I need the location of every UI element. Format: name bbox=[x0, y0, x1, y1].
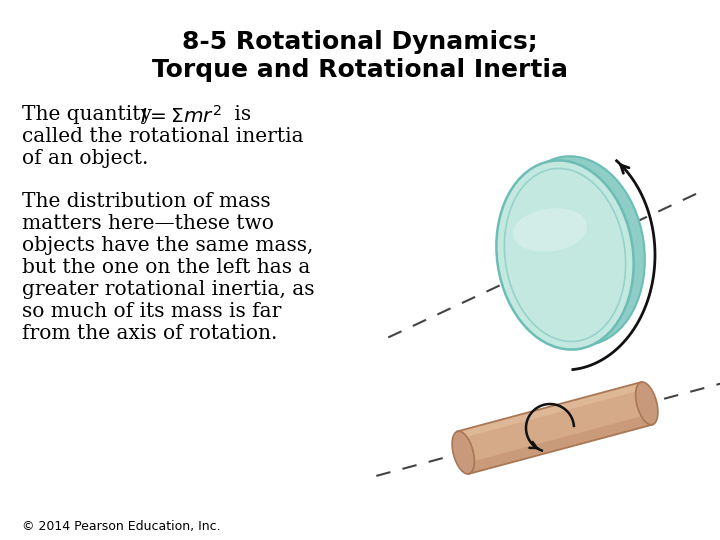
Text: is: is bbox=[228, 105, 251, 124]
Text: so much of its mass is far: so much of its mass is far bbox=[22, 302, 282, 321]
Text: greater rotational inertia, as: greater rotational inertia, as bbox=[22, 280, 315, 299]
Text: of an object.: of an object. bbox=[22, 149, 148, 168]
Ellipse shape bbox=[452, 431, 474, 474]
Ellipse shape bbox=[508, 156, 645, 346]
Text: 8-5 Rotational Dynamics;: 8-5 Rotational Dynamics; bbox=[182, 30, 538, 54]
Text: Torque and Rotational Inertia: Torque and Rotational Inertia bbox=[152, 58, 568, 82]
Text: matters here—these two: matters here—these two bbox=[22, 214, 274, 233]
Text: The distribution of mass: The distribution of mass bbox=[22, 192, 271, 211]
Text: objects have the same mass,: objects have the same mass, bbox=[22, 236, 313, 255]
Polygon shape bbox=[457, 382, 652, 474]
Text: called the rotational inertia: called the rotational inertia bbox=[22, 127, 304, 146]
Ellipse shape bbox=[496, 160, 634, 349]
Text: from the axis of rotation.: from the axis of rotation. bbox=[22, 324, 277, 343]
Text: but the one on the left has a: but the one on the left has a bbox=[22, 258, 310, 277]
Polygon shape bbox=[457, 382, 643, 439]
Text: The quantity: The quantity bbox=[22, 105, 158, 124]
Ellipse shape bbox=[636, 382, 658, 425]
Text: © 2014 Pearson Education, Inc.: © 2014 Pearson Education, Inc. bbox=[22, 520, 220, 533]
Text: $I = \Sigma mr^2$: $I = \Sigma mr^2$ bbox=[140, 105, 222, 127]
Ellipse shape bbox=[513, 208, 587, 252]
Polygon shape bbox=[466, 414, 652, 474]
